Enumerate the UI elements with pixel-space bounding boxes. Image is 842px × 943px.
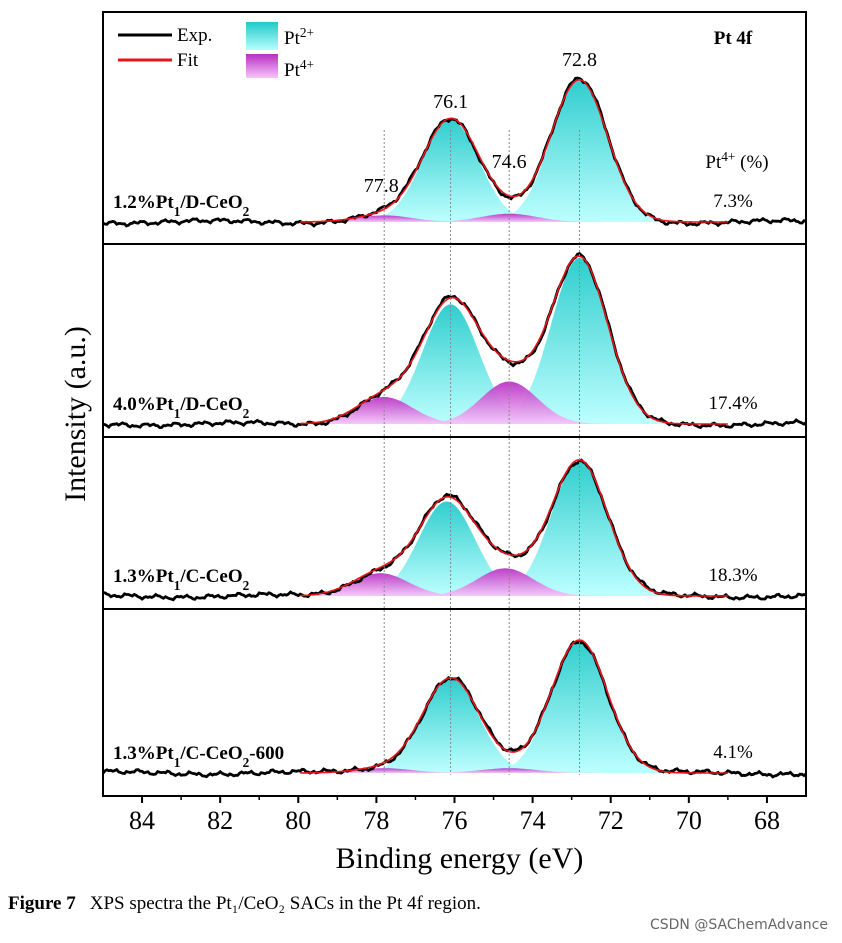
legend-exp-label: Exp. <box>177 25 212 46</box>
fit-curve <box>300 459 728 597</box>
pt4-percent: 4.1% <box>713 742 753 763</box>
fit-curve <box>300 639 728 774</box>
peak-label-4: 72.8 <box>562 49 597 71</box>
pt4-percent: 17.4% <box>708 393 757 414</box>
panel-2: 4.0%Pt1/D-CeO2 17.4% <box>102 252 807 430</box>
xps-figure: 1.2%Pt1/D-CeO2 7.3% 4.0%Pt1/D-CeO2 17.4% 1.3… <box>59 11 807 875</box>
x-tick-label: 84 <box>129 806 155 835</box>
x-tick-label: 82 <box>207 806 233 835</box>
y-axis-title: Intensity (a.u.) <box>59 326 92 502</box>
pt4-peak-2 <box>380 568 631 596</box>
pt2-peak-1 <box>325 304 576 424</box>
pt4-percent: 7.3% <box>713 191 753 212</box>
pt4-ratio-header: Pt4+ (%) <box>705 149 768 174</box>
peak-guide-lines <box>383 130 580 775</box>
x-tick-label: 80 <box>285 806 311 835</box>
legend-pt2-swatch <box>246 22 278 50</box>
figure-caption: Figure 7 XPS spectra the Pt₁/CeO₂ SACs in… <box>8 893 481 915</box>
sample-label: 1.3%Pt1/C-CeO2-600 <box>113 743 284 770</box>
x-tick-label: 76 <box>442 806 468 835</box>
panel-4: 1.3%Pt1/C-CeO2-600 4.1% <box>101 639 807 779</box>
x-axis-title: Binding energy (eV) <box>336 842 584 875</box>
x-tick-label: 68 <box>754 806 780 835</box>
panel-3: 1.3%Pt1/C-CeO2 18.3% <box>102 458 807 602</box>
sample-label: 4.0%Pt1/D-CeO2 <box>113 394 250 421</box>
legend-pt4-label: Pt4+ <box>284 57 314 82</box>
chart-title: Pt 4f <box>714 28 753 49</box>
caption-label: Figure 7 <box>8 893 76 914</box>
pt4-peak-2 <box>384 213 635 222</box>
annotations: Exp. Fit Pt2+ Pt4+ Pt 4f 77.8 76.1 74.6 72.8 Pt4+… <box>118 22 769 197</box>
legend-pt2-label: Pt2+ <box>284 25 314 50</box>
x-tick-label: 72 <box>598 806 624 835</box>
pt2-peak-2 <box>454 258 705 424</box>
fit-curve <box>300 255 728 425</box>
exp-curve <box>102 252 807 430</box>
x-tick-label: 78 <box>363 806 389 835</box>
legend-pt4-swatch <box>246 54 278 78</box>
pt2-peak-2 <box>454 460 705 596</box>
pt4-percent: 18.3% <box>708 565 757 586</box>
legend-fit-label: Fit <box>177 50 199 71</box>
sample-label: 1.3%Pt1/C-CeO2 <box>113 566 250 593</box>
x-tick-label: 70 <box>676 806 702 835</box>
caption-text: XPS spectra the Pt₁/CeO₂ SACs in the Pt … <box>89 893 481 914</box>
watermark: CSDN @SAChemAdvance <box>649 917 828 933</box>
pt4-peak-1 <box>255 573 506 596</box>
fit-curve <box>300 78 728 223</box>
peak-label-2: 76.1 <box>433 91 468 113</box>
peak-label-3: 74.6 <box>492 151 527 173</box>
x-tick-label: 74 <box>520 806 546 835</box>
sample-label: 1.2%Pt1/D-CeO2 <box>113 192 250 219</box>
peak-label-1: 77.8 <box>364 175 399 197</box>
x-axis: 84 82 80 78 76 74 72 70 68 Binding energy (eV) Int… <box>59 326 780 875</box>
pt2-peak-1 <box>325 678 576 773</box>
pt2-peak-1 <box>321 501 572 596</box>
panels-layer: 1.2%Pt1/D-CeO2 7.3% 4.0%Pt1/D-CeO2 17.4% 1.3… <box>101 76 807 779</box>
